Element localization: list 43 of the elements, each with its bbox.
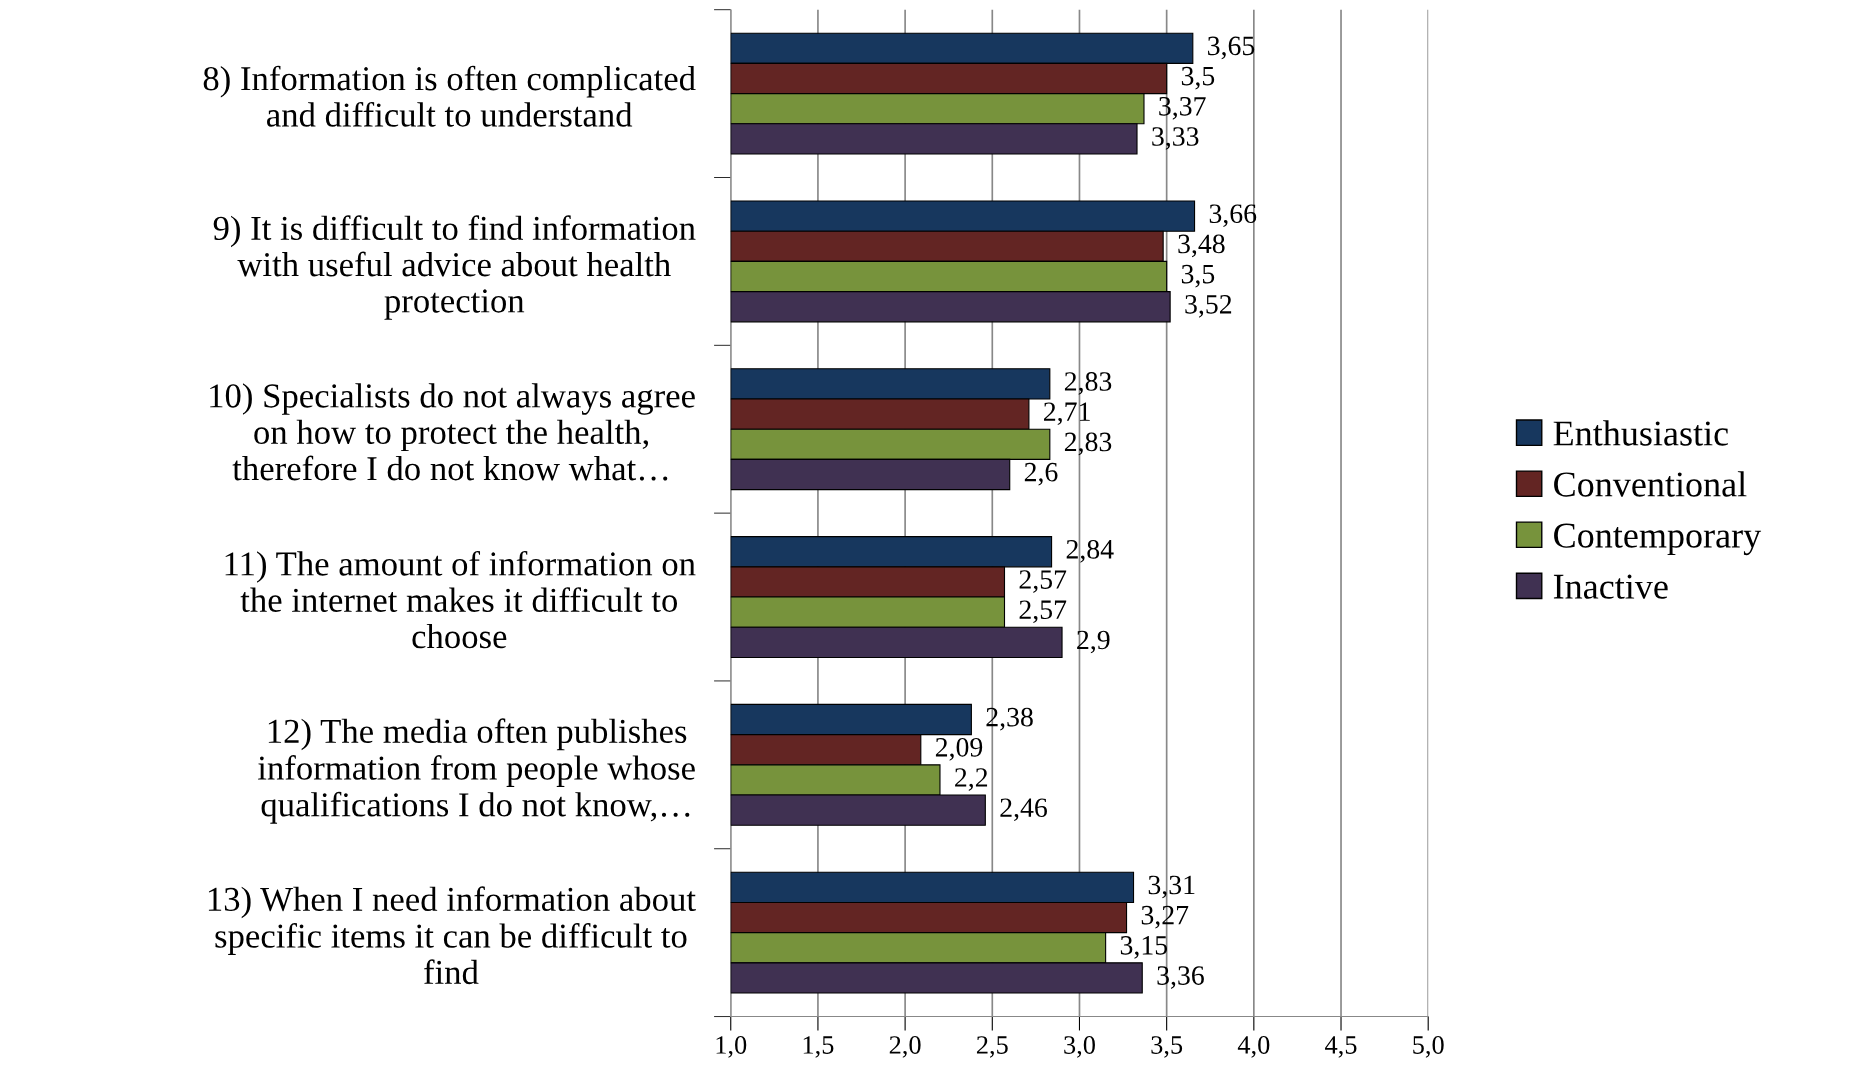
data-label: 2,57 xyxy=(1019,600,1067,624)
data-label: 2,9 xyxy=(1077,630,1110,654)
y-tick-label: 11) The amount of information on the internet makes it difficult to choose xyxy=(225,550,696,649)
y-tick-label: 13) When I need information about specific items it can be difficult to find xyxy=(208,886,696,985)
data-label: 3,15 xyxy=(1120,936,1168,959)
y-tick-label: 12) The media often publishes information from people whose qualifications I do not know,… xyxy=(258,718,695,824)
x-tick-label: 1,0 xyxy=(716,1036,747,1058)
data-label: 2,83 xyxy=(1064,372,1112,395)
y-tick-label: 9) It is difficult to find information with useful advice about health protection xyxy=(213,215,696,320)
data-label: 3,65 xyxy=(1208,36,1255,60)
x-tick-label: 2,5 xyxy=(976,1036,1008,1058)
y-tick-label: 8) Information is often complicated and difficult to understand xyxy=(203,65,696,127)
legend-label: Enthusiastic xyxy=(1553,420,1729,446)
data-label: 2,2 xyxy=(955,768,988,791)
x-tick-label: 5,0 xyxy=(1413,1036,1444,1058)
data-label: 2,38 xyxy=(986,707,1033,731)
x-tick-label: 2,0 xyxy=(889,1036,921,1058)
data-label: 2,09 xyxy=(935,737,983,761)
legend-label: Contemporary xyxy=(1554,523,1762,556)
y-tick-label: 10) Specialists do not always agree on how to protect the health, therefore I do not know what… xyxy=(210,383,695,481)
data-label: 2,84 xyxy=(1066,539,1114,563)
legend-label: Conventional xyxy=(1554,471,1747,497)
data-label: 2,57 xyxy=(1019,570,1067,593)
data-label: 2,71 xyxy=(1044,402,1090,426)
data-label: 3,48 xyxy=(1178,234,1225,258)
data-label: 2,83 xyxy=(1064,432,1112,456)
data-label: 3,5 xyxy=(1181,264,1215,288)
data-label: 2,6 xyxy=(1024,462,1058,486)
data-label: 3,37 xyxy=(1159,96,1206,120)
x-tick-label: 4,5 xyxy=(1325,1036,1357,1058)
data-label: 3,31 xyxy=(1148,875,1195,899)
data-label: 2,46 xyxy=(1000,798,1047,822)
data-label: 3,33 xyxy=(1152,127,1199,150)
data-label: 3,52 xyxy=(1185,295,1232,318)
data-label: 3,36 xyxy=(1157,966,1204,989)
x-tick-label: 3,5 xyxy=(1151,1036,1183,1058)
legend-label: Inactive xyxy=(1553,574,1668,599)
x-tick-label: 3,0 xyxy=(1064,1036,1095,1058)
data-label: 3,27 xyxy=(1141,905,1189,929)
data-label: 3,66 xyxy=(1209,204,1257,228)
x-tick-label: 1,5 xyxy=(803,1036,834,1058)
data-label: 3,5 xyxy=(1181,66,1215,90)
x-tick-label: 4,0 xyxy=(1237,1036,1270,1058)
